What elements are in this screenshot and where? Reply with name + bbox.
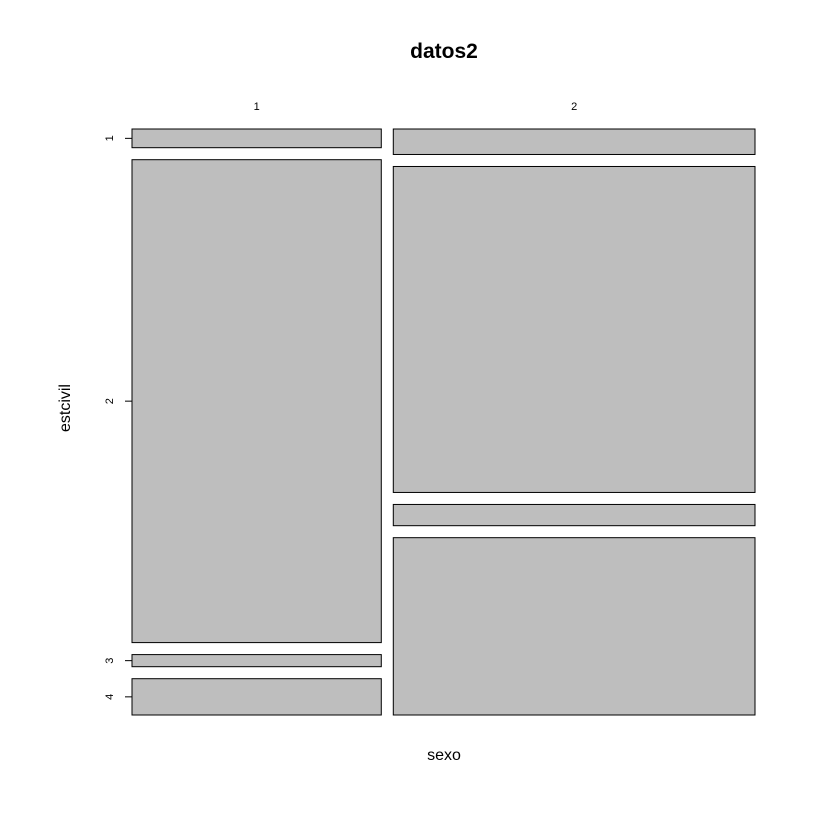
mosaic-tile-sexo-1-estcivil-3 (131, 654, 382, 668)
mosaic-tile-sexo-2-estcivil-1 (392, 128, 756, 155)
y-tick-label-1: 1 (104, 135, 116, 141)
row-labels: 1 2 3 4 (104, 135, 132, 700)
mosaic-tile-sexo-2-estcivil-2 (392, 165, 756, 493)
mosaic-tile-sexo-2-estcivil-4 (392, 537, 756, 716)
mosaic-tile-sexo-1-estcivil-1 (131, 128, 382, 149)
y-axis-title: estcivil (57, 384, 74, 432)
mosaic-tile-sexo-1-estcivil-4 (131, 678, 382, 716)
y-tick-label-4: 4 (104, 694, 116, 700)
x-tick-label-1: 1 (254, 101, 260, 113)
mosaic-tiles (131, 128, 756, 716)
mosaic-tile-sexo-1-estcivil-2 (131, 159, 382, 644)
x-axis-title: sexo (427, 747, 461, 764)
x-tick-label-2: 2 (571, 101, 577, 113)
chart-title: datos2 (410, 40, 478, 63)
y-tick-label-2: 2 (104, 398, 116, 404)
y-tick-label-3: 3 (104, 658, 116, 664)
mosaic-tile-sexo-2-estcivil-3 (392, 503, 756, 527)
